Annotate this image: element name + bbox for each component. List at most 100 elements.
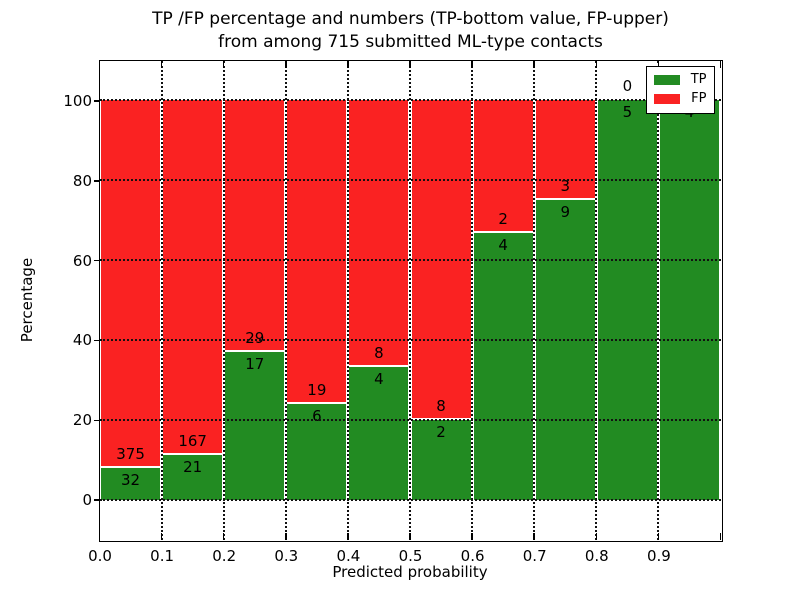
x-tick-mark-top: [471, 60, 473, 68]
bar-tp-segment: [659, 100, 719, 500]
x-tick-mark-top: [657, 60, 660, 68]
bar-fp-value-label: 3: [560, 177, 571, 196]
x-tick-label: 0.4: [336, 547, 361, 565]
plot-area: TP FP 3753216721291719684822439054: [98, 60, 722, 540]
bar-fp-segment: [287, 100, 347, 404]
y-tick-mark: [94, 180, 100, 182]
bar-fp-value-label: 8: [436, 396, 446, 415]
bar-fp-segment: [349, 100, 409, 367]
x-tick-mark-bottom: [595, 532, 598, 540]
x-tick-mark-bottom: [719, 532, 722, 540]
x-tick-mark-bottom: [98, 532, 101, 540]
x-tick-mark-top: [98, 60, 101, 68]
bar-tp-segment: [349, 366, 409, 500]
y-tick-label: 20: [72, 411, 92, 430]
x-tick-mark-top: [285, 60, 287, 68]
x-gridline: [284, 60, 287, 540]
x-axis-label: Predicted probability: [332, 563, 488, 581]
x-tick-mark-bottom: [160, 532, 163, 540]
x-tick-mark-bottom: [657, 532, 660, 540]
x-gridline: [657, 60, 660, 540]
x-tick-mark-top: [347, 60, 349, 68]
x-tick-label: 0.5: [398, 547, 423, 565]
y-tick-label: 80: [72, 171, 92, 190]
bar-tp-segment: [535, 200, 595, 500]
bar-fp-value-label: 2: [498, 210, 508, 229]
x-tick-mark-top: [595, 60, 598, 68]
x-tick-mark-top: [719, 60, 722, 68]
y-tick-label: 40: [72, 331, 92, 350]
bar-fp-value-label: 8: [374, 343, 384, 362]
bar-fp-segment: [163, 100, 223, 455]
x-gridline: [533, 60, 536, 540]
bar-tp-segment: [225, 352, 285, 500]
y-tick-label: 0: [82, 491, 92, 510]
bar-tp-segment: [411, 419, 471, 500]
legend-label-tp: TP: [690, 72, 707, 88]
legend: TP FP: [645, 65, 715, 114]
bar-fp-segment: [473, 100, 533, 234]
x-gridline: [595, 60, 598, 540]
x-gridline: [222, 60, 225, 540]
bar-tp-value-label: 17: [245, 355, 265, 374]
bar-fp-segment: [101, 100, 161, 469]
y-tick-mark: [94, 419, 100, 421]
chart-title: TP /FP percentage and numbers (TP-bottom…: [99, 8, 722, 54]
bar-fp-value-label: 0: [622, 77, 633, 96]
x-tick-label: 0.8: [584, 547, 609, 565]
bar-tp-value-label: 2: [436, 422, 446, 441]
legend-item-tp: TP: [653, 72, 707, 88]
bar-tp-value-label: 5: [622, 103, 633, 122]
bar-fp-value-label: 19: [307, 380, 327, 399]
x-tick-mark-top: [160, 60, 163, 68]
plot-frame: TP FP 3753216721291719684822439054: [98, 59, 723, 542]
bar-tp-value-label: 32: [121, 471, 141, 490]
x-gridline: [409, 60, 411, 540]
x-tick-label: 0.9: [646, 547, 671, 565]
bar-fp-value-label: 167: [178, 431, 207, 450]
x-gridline: [471, 60, 474, 540]
x-tick-label: 0.6: [460, 547, 485, 565]
x-tick-label: 0.7: [522, 547, 547, 565]
bar-tp-segment: [101, 468, 161, 500]
y-tick-mark: [94, 499, 100, 501]
x-tick-mark-bottom: [222, 532, 225, 540]
chart-title-line1: TP /FP percentage and numbers (TP-bottom…: [152, 9, 669, 29]
tp-swatch-icon: [653, 75, 680, 86]
bar-tp-value-label: 4: [498, 236, 508, 255]
x-tick-mark-bottom: [347, 532, 349, 540]
y-axis-label: Percentage: [18, 257, 36, 343]
bar-tp-value-label: 4: [374, 369, 384, 388]
bar-tp-value-label: 6: [312, 406, 322, 425]
x-tick-mark-bottom: [285, 532, 287, 540]
bar-tp-value-label: 21: [183, 457, 203, 476]
bar-tp-value-label: 9: [560, 203, 571, 222]
x-tick-mark-top: [409, 60, 411, 68]
bar-fp-value-label: 29: [245, 329, 265, 348]
bar-fp-segment: [535, 100, 595, 201]
x-tick-label: 0.3: [274, 547, 299, 565]
bar-fp-segment: [225, 100, 285, 353]
y-tick-mark: [94, 100, 100, 102]
x-gridline: [160, 60, 163, 540]
x-gridline: [346, 60, 349, 540]
x-tick-mark-bottom: [533, 532, 535, 540]
y-tick-label: 60: [72, 251, 92, 270]
x-tick-label: 0.2: [212, 547, 237, 565]
bar-tp-segment: [163, 454, 223, 500]
x-tick-mark-bottom: [409, 532, 411, 540]
y-tick-mark: [94, 259, 100, 262]
x-tick-mark-top: [533, 60, 535, 68]
y-tick-mark: [94, 339, 100, 342]
x-tick-label: 0.1: [150, 547, 175, 565]
x-tick-mark-bottom: [471, 532, 473, 540]
bar-tp-segment: [473, 233, 533, 500]
bar-tp-segment: [597, 100, 657, 500]
x-tick-label: 0.0: [88, 547, 112, 565]
legend-label-fp: FP: [691, 90, 707, 106]
fp-swatch-icon: [653, 93, 680, 104]
y-tick-label: 100: [63, 91, 92, 110]
bar-fp-value-label: 375: [116, 445, 145, 464]
chart-title-line2: from among 715 submitted ML-type contact…: [218, 32, 603, 52]
